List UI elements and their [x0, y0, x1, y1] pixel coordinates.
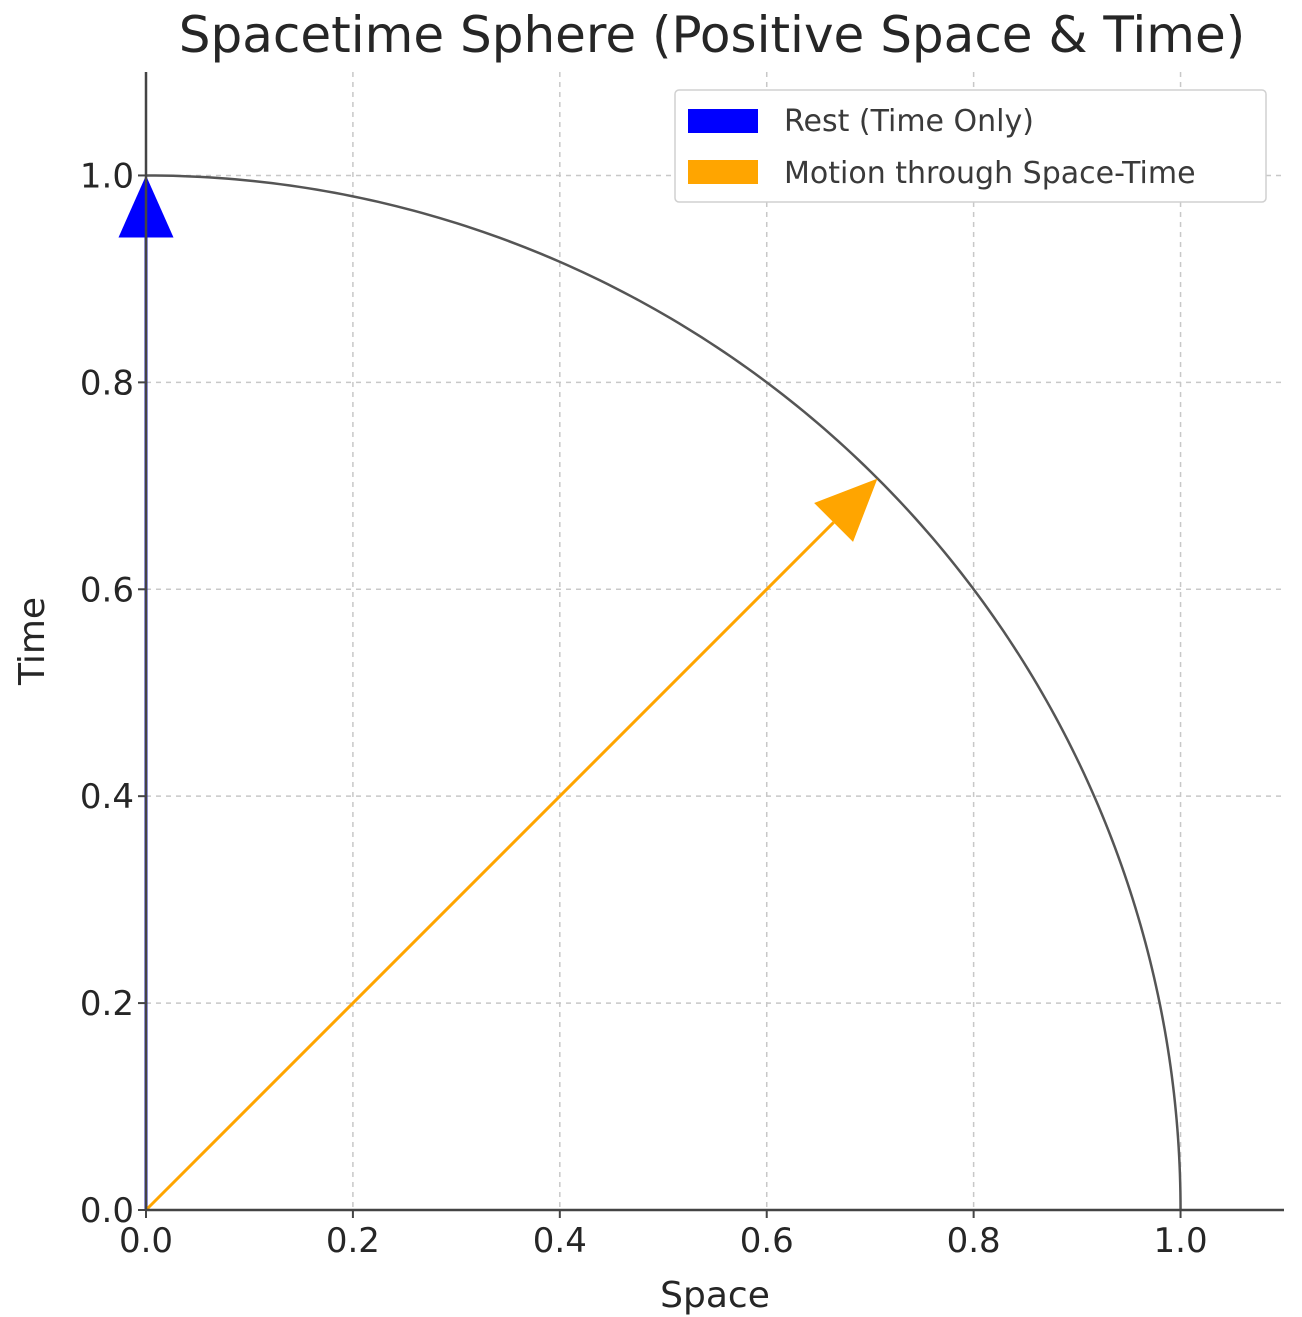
- legend-label-rest: Rest (Time Only): [784, 104, 1034, 139]
- legend-frame: [674, 89, 1267, 203]
- x-tick-label: 1.0: [1154, 1221, 1208, 1261]
- chart-title: Spacetime Sphere (Positive Space & Time): [179, 6, 1245, 64]
- y-tick-label: 1.0: [80, 156, 134, 196]
- y-tick-label: 0.2: [80, 984, 134, 1024]
- ticks: 0.0 0.2 0.4 0.6 0.8 1.0 0.0 0.2 0.4 0.6 0.8 1.0: [80, 156, 1208, 1261]
- x-axis-label: Space: [660, 1275, 770, 1316]
- x-tick-label: 0.2: [326, 1221, 380, 1261]
- legend-swatch-rest: [688, 109, 758, 133]
- x-tick-label: 0.4: [533, 1221, 587, 1261]
- arrow-1: [144, 478, 878, 1212]
- x-tick-label: 0.0: [119, 1221, 173, 1261]
- legend: Rest (Time Only) Motion through Space-Ti…: [674, 89, 1267, 203]
- x-tick-label: 0.8: [947, 1221, 1001, 1261]
- y-tick-label: 0.4: [80, 777, 134, 817]
- y-tick-label: 0.8: [80, 363, 134, 403]
- arrow-head-1: [814, 478, 878, 542]
- legend-label-motion: Motion through Space-Time: [784, 156, 1196, 191]
- quarter-circle-curve: [145, 174, 1182, 1211]
- x-tick-label: 0.6: [740, 1221, 794, 1261]
- legend-swatch-motion: [688, 160, 758, 184]
- arrows: [118, 175, 878, 1212]
- y-axis-label: Time: [12, 597, 53, 686]
- y-tick-label: 0.6: [80, 570, 134, 610]
- arrow-shaft-1: [144, 521, 835, 1212]
- y-tick-label: 0.0: [80, 1191, 134, 1231]
